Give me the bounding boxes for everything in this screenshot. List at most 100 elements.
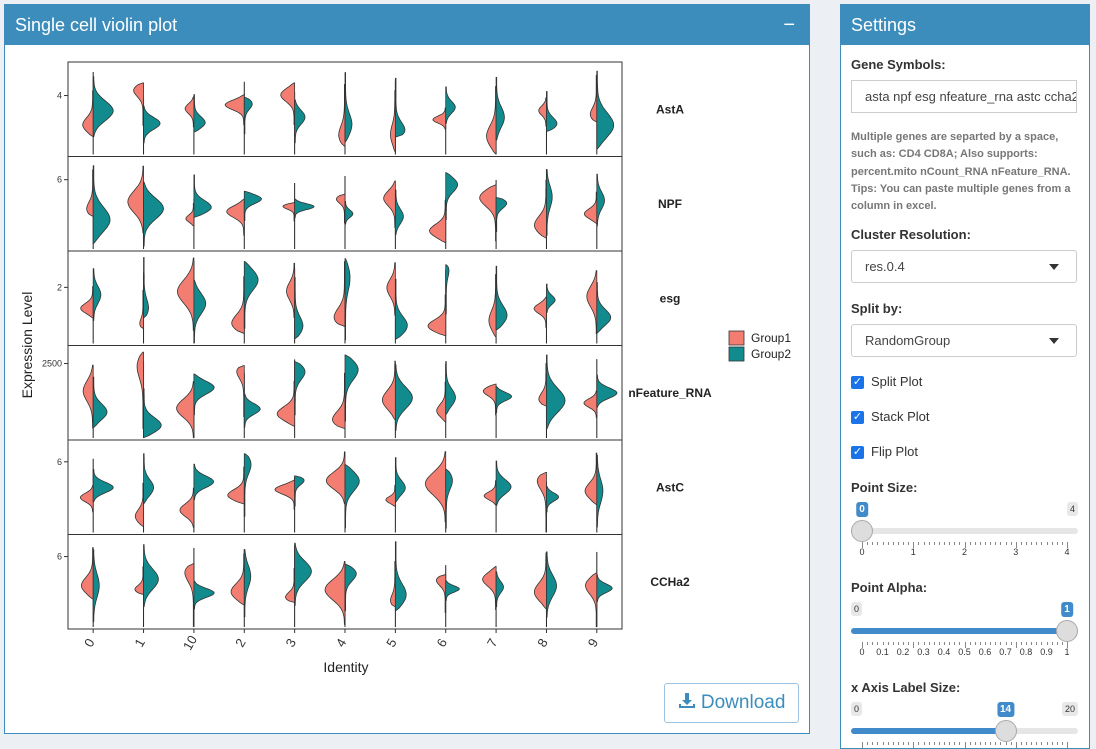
violin-half bbox=[184, 96, 195, 128]
violin-half bbox=[546, 169, 553, 236]
violin-half bbox=[583, 191, 598, 224]
slider-minor-tick bbox=[949, 642, 951, 645]
violin-half bbox=[495, 197, 508, 233]
slider-minor-tick bbox=[954, 542, 956, 545]
x-tick-label: 7 bbox=[484, 636, 501, 650]
slider-minor-tick bbox=[1051, 642, 1053, 645]
slider-minor-tick bbox=[867, 542, 869, 545]
checkbox[interactable]: ✓ bbox=[851, 376, 864, 389]
slider-tick-label: 0.3 bbox=[917, 647, 930, 657]
violin-half bbox=[243, 190, 262, 221]
x-tick-label: 8 bbox=[534, 636, 551, 650]
violin-half bbox=[394, 364, 413, 431]
slider-label: Point Size: bbox=[851, 480, 918, 495]
violin-half bbox=[445, 86, 456, 124]
slider-minor-tick bbox=[933, 542, 935, 545]
violin-half bbox=[335, 193, 346, 224]
violin-half bbox=[294, 542, 312, 606]
slider-minor-tick bbox=[1015, 542, 1017, 548]
slider-minor-tick bbox=[964, 642, 966, 648]
slider-knob[interactable] bbox=[1056, 620, 1078, 642]
violin-half bbox=[134, 482, 144, 527]
violin-half bbox=[536, 471, 547, 533]
slider-minor-tick bbox=[892, 542, 894, 545]
download-icon bbox=[678, 693, 695, 708]
slider-tick-label: 1 bbox=[910, 547, 916, 557]
violin-half bbox=[92, 376, 108, 428]
checkbox[interactable]: ✓ bbox=[851, 411, 864, 424]
violin-half bbox=[596, 282, 612, 334]
violin-half bbox=[586, 270, 598, 335]
violin-half bbox=[546, 551, 557, 618]
checkbox[interactable]: ✓ bbox=[851, 446, 864, 459]
slider-tick-label: 0.7 bbox=[999, 647, 1012, 657]
slider-minor-tick bbox=[1036, 642, 1038, 645]
violin-half bbox=[294, 99, 306, 144]
violin-half bbox=[127, 165, 144, 234]
y-tick-label: 6 bbox=[57, 175, 62, 185]
slider-minor-tick bbox=[1005, 642, 1007, 645]
slider-knob[interactable] bbox=[851, 520, 873, 542]
gene-input[interactable]: asta npf esg nfeature_rna astc ccha2 bbox=[851, 80, 1077, 113]
help-text: Multiple genes are separted by a space, s… bbox=[851, 129, 1086, 215]
violin-half bbox=[495, 76, 505, 141]
slider-minor-tick bbox=[1061, 542, 1063, 545]
slider-minor-tick bbox=[913, 642, 915, 648]
violin-half bbox=[584, 452, 598, 505]
slider-minor-tick bbox=[979, 542, 981, 545]
slider-minor-tick bbox=[887, 542, 889, 545]
select-value: res.0.4 bbox=[865, 259, 905, 274]
violin-half bbox=[193, 580, 215, 610]
download-button[interactable]: Download bbox=[664, 683, 799, 723]
slider-minor-tick bbox=[903, 542, 904, 545]
x-tick-label: 2 bbox=[232, 636, 249, 650]
slider-minor-tick bbox=[938, 642, 940, 645]
help-line: column in excel. bbox=[851, 200, 937, 213]
violin-half bbox=[294, 198, 315, 219]
slider-minor-tick bbox=[1061, 642, 1063, 645]
slider-minor-tick bbox=[872, 542, 874, 545]
x-axis-label: Identity bbox=[323, 659, 368, 675]
slider-tick-label: 0.2 bbox=[896, 647, 910, 657]
slider-minor-tick bbox=[892, 642, 894, 645]
field-label: Gene Symbols: bbox=[851, 57, 946, 72]
y-tick-label: 4 bbox=[57, 91, 62, 101]
help-line: percent.mito nCount_RNA nFeature_RNA. bbox=[851, 165, 1071, 178]
slider-minor-tick bbox=[985, 542, 986, 545]
violin-half bbox=[224, 94, 245, 126]
violin-half bbox=[486, 86, 497, 155]
violin-half bbox=[394, 77, 406, 138]
slider-tick-label: 0.9 bbox=[1040, 647, 1053, 657]
violin-half bbox=[92, 268, 102, 321]
violin-half bbox=[394, 278, 408, 340]
violin-half bbox=[231, 276, 245, 334]
violin-half bbox=[143, 544, 159, 608]
slider-minor-tick bbox=[872, 642, 874, 645]
violin-half bbox=[589, 74, 598, 123]
slider-minor-tick bbox=[1000, 542, 1002, 545]
violin-half bbox=[495, 265, 508, 331]
slider-minor-tick bbox=[1031, 542, 1033, 545]
split-select[interactable]: RandomGroup bbox=[851, 324, 1077, 357]
violin-half bbox=[92, 165, 111, 244]
slider-minor-tick bbox=[964, 542, 966, 548]
violin-half bbox=[495, 460, 512, 506]
slider-minor-tick bbox=[867, 642, 869, 645]
slider-knob[interactable] bbox=[994, 720, 1017, 742]
x-tick-label: 0 bbox=[81, 636, 98, 650]
slider-max: 20 bbox=[1061, 702, 1078, 716]
collapse-button[interactable]: − bbox=[783, 14, 795, 36]
slider-fill bbox=[851, 728, 1006, 734]
help-line: such as: CD4 CD8A; Also supports: bbox=[851, 148, 1038, 161]
violin-half bbox=[243, 393, 261, 428]
slider-minor-tick bbox=[1020, 642, 1022, 645]
resolution-select[interactable]: res.0.4 bbox=[851, 250, 1077, 283]
violin-half bbox=[143, 388, 162, 438]
slider-minor-tick bbox=[1046, 542, 1048, 545]
violin-half bbox=[294, 361, 306, 416]
violin-half bbox=[488, 274, 497, 338]
violin-half bbox=[583, 390, 598, 418]
field-label: Split by: bbox=[851, 301, 903, 316]
violin-half bbox=[86, 169, 94, 217]
